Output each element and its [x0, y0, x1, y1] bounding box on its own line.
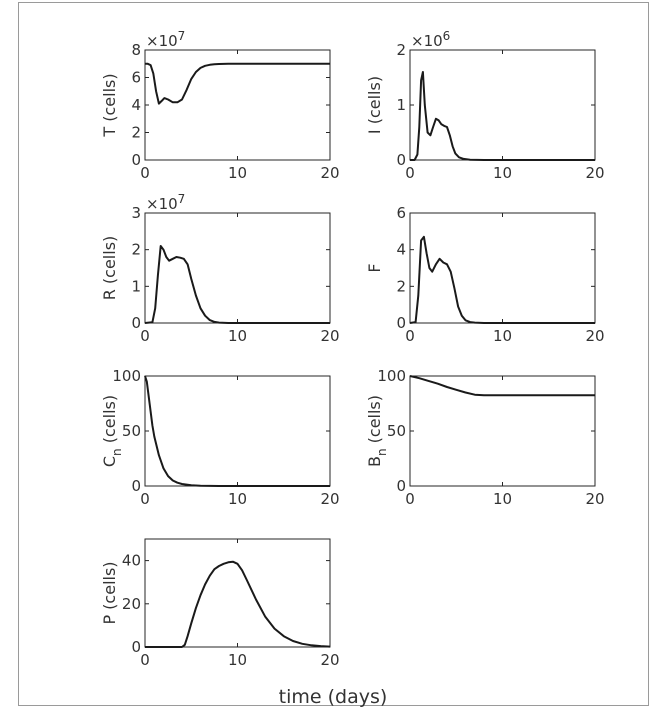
series-line-F: [409, 235, 595, 324]
axes-box: [144, 212, 331, 324]
axes-box: [409, 212, 596, 324]
figure-frame: [18, 2, 649, 706]
y-tick-label: 0: [396, 314, 406, 332]
subplot-T: 0 10 20 0 2 4 6 8 ×107 T (cells): [100, 29, 340, 182]
axes-box: [144, 538, 331, 648]
x-tick-label: 0: [140, 651, 150, 669]
y-tick-label: 1: [396, 96, 406, 114]
y-tick-label: 0: [131, 151, 141, 169]
y-tick-label: 20: [122, 595, 141, 613]
series-line-P: [145, 560, 331, 648]
x-tick-label: 0: [405, 327, 415, 345]
y-axis-label: Bn (cells): [365, 395, 389, 467]
exponent-label: ×107: [146, 192, 185, 213]
subplot-I: 0 10 20 0 1 2 ×106 I (cells): [365, 29, 605, 182]
x-tick-label: 10: [228, 327, 247, 345]
x-tick-label: 10: [493, 164, 512, 182]
series-line-R: [144, 245, 330, 324]
y-tick-label: 2: [131, 241, 141, 259]
y-tick-label: 4: [396, 241, 406, 259]
x-tick-label: 10: [493, 327, 512, 345]
x-tick-label: 20: [320, 651, 339, 669]
x-tick-label: 20: [585, 164, 604, 182]
subplot-Cn: 0 10 20 0 50 100 Cn (cells): [100, 367, 340, 508]
series-line-Cn: [144, 375, 330, 487]
x-tick-label: 20: [320, 490, 339, 508]
axes-box: [409, 375, 596, 487]
figure-xlabel: time (days): [279, 686, 388, 708]
y-axis-label: R (cells): [100, 236, 119, 301]
y-tick-label: 0: [131, 638, 141, 656]
x-tick-label: 20: [320, 164, 339, 182]
subplot-Bn: 0 10 20 0 50 100 Bn (cells): [365, 367, 605, 508]
x-tick-label: 0: [140, 327, 150, 345]
x-tick-label: 20: [320, 327, 339, 345]
y-tick-label: 8: [131, 41, 141, 59]
x-tick-label: 10: [228, 164, 247, 182]
subplot-F: 0 10 20 0 2 4 6 F: [365, 204, 605, 345]
y-tick-label: 0: [396, 151, 406, 169]
x-tick-label: 10: [228, 490, 247, 508]
x-tick-label: 10: [493, 490, 512, 508]
y-axis-label: I (cells): [365, 76, 384, 134]
y-tick-label: 40: [122, 552, 141, 570]
series-line-T: [145, 62, 330, 105]
subplot-P: 0 10 20 0 20 40P (cells): [100, 538, 340, 669]
series-line-Bn: [409, 375, 595, 397]
y-tick-label: 0: [131, 477, 141, 495]
y-tick-label: 2: [396, 41, 406, 59]
axes-box: [409, 49, 596, 161]
x-tick-label: 20: [585, 490, 604, 508]
axes-box: [144, 375, 331, 487]
x-tick-label: 0: [405, 164, 415, 182]
y-tick-label: 50: [387, 422, 406, 440]
y-tick-label: 100: [112, 367, 141, 385]
exponent-label: ×107: [146, 29, 185, 50]
subplot-R: 0 10 20 0 1 2 3 ×107 R (cells): [100, 192, 340, 345]
y-tick-label: 0: [131, 314, 141, 332]
y-tick-label: 50: [122, 422, 141, 440]
y-tick-label: 3: [131, 204, 141, 222]
y-axis-label: F: [365, 263, 384, 272]
series-line-I: [410, 71, 595, 161]
y-axis-label: T (cells): [100, 73, 119, 137]
y-tick-label: 2: [396, 277, 406, 295]
y-tick-label: 4: [131, 96, 141, 114]
y-tick-label: 2: [131, 124, 141, 142]
y-tick-label: 6: [131, 69, 141, 87]
x-tick-label: 10: [228, 651, 247, 669]
x-tick-label: 0: [140, 490, 150, 508]
axes-box: [144, 49, 331, 161]
y-axis-label: P (cells): [100, 561, 119, 624]
x-tick-label: 0: [140, 164, 150, 182]
y-tick-label: 100: [377, 367, 406, 385]
y-axis-label: Cn (cells): [100, 395, 124, 467]
y-tick-label: 1: [131, 277, 141, 295]
exponent-label: ×106: [411, 29, 450, 50]
y-tick-label: 6: [396, 204, 406, 222]
y-tick-label: 0: [396, 477, 406, 495]
x-tick-label: 0: [405, 490, 415, 508]
x-tick-label: 20: [585, 327, 604, 345]
